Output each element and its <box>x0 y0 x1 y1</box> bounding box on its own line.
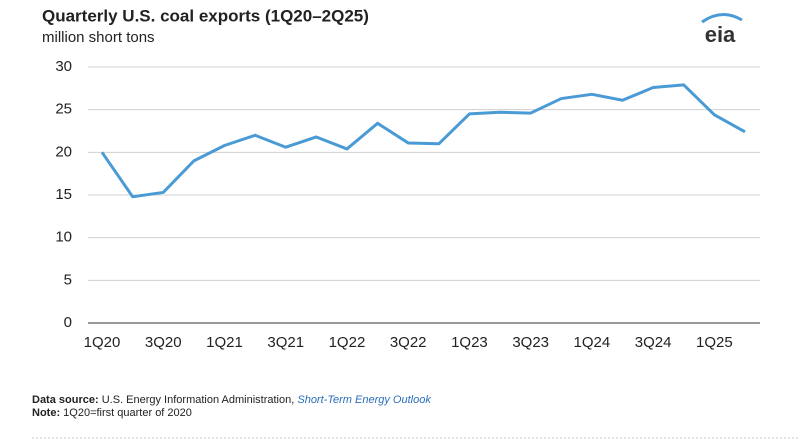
x-tick-label: 1Q21 <box>206 334 243 351</box>
y-tick-label: 30 <box>55 58 72 75</box>
y-tick-label: 0 <box>64 314 72 331</box>
data-line <box>100 83 746 199</box>
note-label: Note: <box>32 407 60 419</box>
note-text: 1Q20=first quarter of 2020 <box>63 407 192 419</box>
chart-title: Quarterly U.S. coal exports (1Q20–2Q25) <box>42 6 369 25</box>
y-tick-label: 15 <box>55 186 72 203</box>
source-label: Data source: <box>32 394 99 406</box>
x-tick-label: 3Q24 <box>635 334 672 351</box>
y-tick-label: 5 <box>64 271 72 288</box>
x-tick-label: 1Q20 <box>84 334 121 351</box>
chart-subtitle: million short tons <box>42 29 155 46</box>
source-text: U.S. Energy Information Administration, <box>102 394 295 406</box>
y-tick-label: 25 <box>55 101 72 118</box>
x-tick-label: 1Q23 <box>451 334 488 351</box>
logo: eia <box>705 22 736 47</box>
y-tick-label: 10 <box>55 229 72 246</box>
x-tick-label: 3Q22 <box>390 334 427 351</box>
logo-arc <box>701 13 743 24</box>
x-tick-label: 3Q20 <box>145 334 182 351</box>
x-tick-label: 1Q24 <box>574 334 611 351</box>
source-link[interactable]: Short-Term Energy Outlook <box>297 394 431 406</box>
x-tick-label: 1Q25 <box>696 334 733 351</box>
x-tick-label: 1Q22 <box>329 334 366 351</box>
y-tick-label: 20 <box>55 143 72 160</box>
x-tick-label: 3Q21 <box>267 334 304 351</box>
note: Note: 1Q20=first quarter of 2020 <box>32 407 192 419</box>
x-tick-label: 3Q23 <box>512 334 549 351</box>
source-note: Data source: U.S. Energy Information Adm… <box>32 394 431 406</box>
